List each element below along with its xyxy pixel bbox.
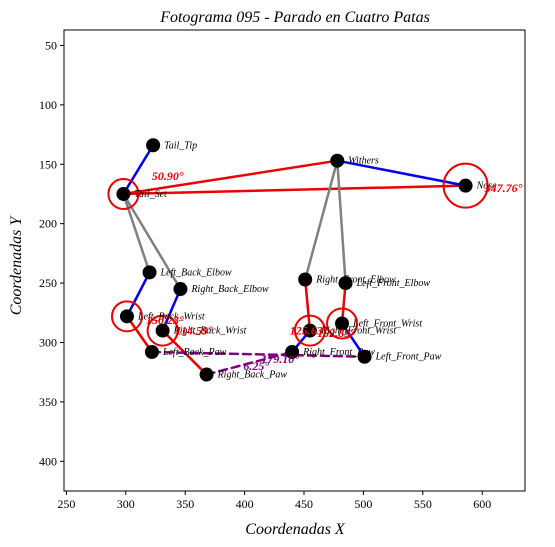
y-tick-label: 400 (39, 454, 57, 468)
angle-arc-left-back-wrist (110, 300, 143, 333)
angle-arc-right-front-wrist (293, 314, 326, 347)
skeleton-line-right-front-elbow-to-right-front-wrist (303, 278, 312, 332)
angle-arc-tail-set (107, 177, 140, 210)
keypoint-label-left-back-elbow: Left_Back_Elbow (160, 267, 232, 278)
angle-arc-nose (442, 162, 489, 209)
keypoint-label-right-back-wrist: Right_Back_Wrist (173, 326, 247, 337)
axes: 250 300 350 400 450 500 550 600 50 100 150 200 250 30… (39, 29, 526, 511)
keypoint-label-left-front-wrist: Left_Front_Wrist (352, 318, 422, 329)
skeleton-line-tail-set-to-nose (122, 184, 467, 196)
y-tick-label: 50 (45, 38, 57, 52)
keypoint-label-right-back-paw: Right_Back_Paw (217, 370, 288, 381)
keypoint-label-right-front-paw: Right_Front_Paw (302, 347, 375, 358)
y-tick-label: 350 (39, 395, 57, 409)
angle-label-left-back-wrist: 150.23° (146, 313, 184, 327)
keypoint-nose (458, 178, 473, 193)
y-tick-label: 300 (39, 335, 57, 349)
y-tick-label: 150 (39, 157, 57, 171)
keypoint-left-front-elbow (338, 276, 353, 291)
keypoint-right-front-elbow (298, 272, 313, 287)
x-tick-label: 500 (354, 497, 372, 511)
keypoint-left-front-paw (357, 349, 372, 364)
keypoint-label-tail-tip: Tail_Tip (164, 140, 197, 151)
angle-label-right-front-paw: 179.10° (261, 352, 299, 366)
keypoint-right-back-elbow (173, 282, 188, 297)
skeleton-line-tail-set-to-right-back-elbow (122, 192, 182, 291)
keypoint-tail-set (116, 186, 131, 201)
keypoint-label-left-back-paw: Left_Back_Paw (162, 347, 227, 358)
skeleton-line-tail-set-to-withers (122, 159, 339, 196)
skeleton-line-left-back-wrist-to-left-back-paw (125, 315, 154, 354)
x-tick-label: 350 (176, 497, 194, 511)
angle-label-left-front-wrist: 152.89° (317, 326, 355, 340)
skeleton-line-left-back-paw-to-left-front-paw (150, 350, 366, 358)
skeleton-line-right-back-elbow-to-right-back-wrist (161, 287, 182, 332)
x-tick-label: 250 (57, 497, 75, 511)
y-tick-label: 100 (39, 98, 57, 112)
x-tick-label: 400 (236, 497, 254, 511)
skeleton-line-left-back-elbow-to-left-back-wrist (125, 271, 151, 318)
keypoint-right-back-paw (199, 367, 214, 382)
x-tick-label: 300 (117, 497, 135, 511)
keypoint-withers (330, 153, 345, 168)
angle-label-tail-set: 50.90° (152, 169, 184, 183)
keypoint-tail-tip (146, 138, 161, 153)
x-tick-label: 450 (295, 497, 313, 511)
angle-label-right-back-paw: 6.25° (243, 359, 269, 373)
keypoint-left-front-wrist (335, 316, 350, 331)
keypoint-right-front-wrist (302, 323, 317, 338)
angle-label-nose: 347.76° (484, 181, 523, 195)
keypoint-label-tail-set: Tail_Set (134, 189, 167, 200)
skeleton-line-tail-tip-to-tail-set (122, 144, 155, 196)
keypoint-label-right-front-wrist: Right_Front_Wrist (320, 326, 396, 337)
skeleton-line-withers-to-left-front-elbow (336, 159, 347, 285)
x-tick-label: 550 (414, 497, 432, 511)
plot-area: Tail_Tip Tail_Set Withers Nose Left_Back_Elb… (107, 138, 523, 382)
keypoint-left-back-paw (144, 344, 159, 359)
angle-arc-right-back-wrist (146, 314, 179, 347)
keypoint-label-nose: Nose (476, 181, 498, 192)
y-tick-label: 200 (39, 217, 57, 231)
angle-label-right-front-wrist: 125.63° (290, 324, 328, 338)
keypoint-left-back-wrist (119, 309, 134, 324)
plot-frame (63, 29, 526, 492)
skeleton-line-tail-set-to-left-back-elbow (122, 192, 151, 274)
keypoint-label-left-front-paw: Left_Front_Paw (375, 352, 442, 363)
keypoint-right-front-paw (285, 344, 300, 359)
keypoint-right-back-wrist (155, 323, 170, 338)
y-tick-label: 250 (39, 276, 57, 290)
angle-label-right-back-wrist: 114.59° (176, 324, 213, 338)
keypoint-label-right-front-elbow: Right_Front_Elbow (315, 275, 396, 286)
x-tick-label: 600 (473, 497, 491, 511)
y-axis-label: Coordenadas Y (8, 215, 25, 316)
chart-title: Fotograma 095 - Parado en Cuatro Patas (159, 9, 430, 26)
keypoint-label-withers: Withers (348, 156, 379, 167)
keypoint-left-back-elbow (142, 265, 157, 280)
keypoint-label-left-back-wrist: Left_Back_Wrist (137, 311, 205, 322)
x-axis-label: Coordenadas X (245, 521, 346, 538)
skeleton-line-right-back-paw-to-right-front-paw (205, 350, 294, 376)
keypoint-label-left-front-elbow: Left_Front_Elbow (356, 278, 431, 289)
angle-arc-left-front-wrist (326, 307, 359, 340)
skeleton-line-withers-to-right-front-elbow (303, 159, 339, 281)
keypoint-label-right-back-elbow: Right_Back_Elbow (190, 284, 269, 295)
